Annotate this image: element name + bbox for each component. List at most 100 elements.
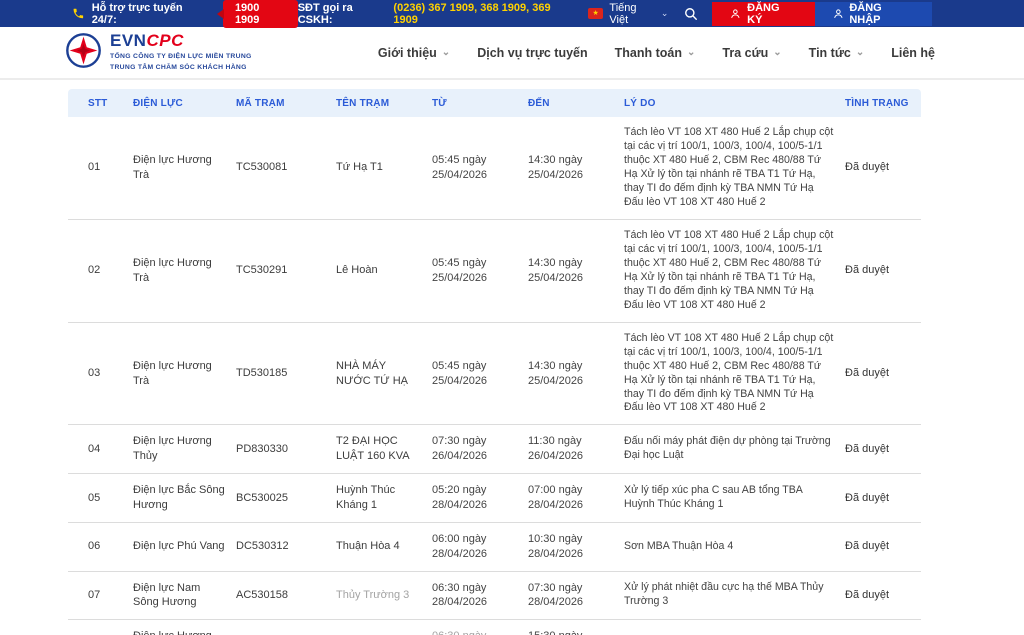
cell-reason: Xử lý phát nhiệt đầu cực hạ thế MBA Thủy…	[624, 581, 824, 608]
cell-reason: Tách lèo VT 108 XT 480 Huế 2 Lắp chụp cộ…	[624, 126, 834, 208]
cell-stt: 04	[88, 442, 101, 455]
chevron-down-icon: ⌄	[773, 47, 782, 58]
column-header: TỪ	[432, 97, 447, 109]
cell-station-code: PD830330	[236, 442, 288, 455]
nav-item-label: Giới thiệu	[377, 45, 437, 60]
cell-station-code: BC530025	[236, 491, 288, 504]
cell-reason: Sơn MBA Thuận Hòa 4	[624, 539, 734, 552]
nav-item-label: Tin tức	[808, 45, 851, 60]
support-label: Hỗ trợ trực tuyến 24/7:	[91, 1, 183, 26]
cell-from-time: 05:45 ngày 25/04/2026	[432, 154, 488, 181]
cell-to-time: 14:30 ngày 25/04/2026	[528, 154, 584, 181]
column-header: TÊN TRẠM	[336, 97, 390, 109]
cell-to-time: 07:00 ngày 28/04/2026	[528, 484, 584, 511]
main-nav: Giới thiệu ⌄ Dịch vụ trực tuyến Thanh toán ⌄…	[378, 46, 935, 60]
table-row: 03 Điện lực Hương Trà TD530185 NHÀ MÁY N…	[68, 323, 921, 426]
cell-station-code: AC530158	[236, 588, 288, 601]
chevron-down-icon: ⌄	[687, 47, 696, 58]
nav-item-liên-hệ[interactable]: Liên hệ	[891, 46, 935, 60]
column-header: ĐẾN	[528, 97, 550, 109]
cell-station-name: Thủy Trường 3	[336, 588, 410, 601]
cell-station-name: Tứ Hạ T1	[336, 161, 383, 174]
cell-station-code: TC530291	[236, 264, 288, 277]
table-body: 01 Điện lực Hương Trà TC530081 Tứ Hạ T1 …	[68, 117, 921, 635]
column-header: MÃ TRẠM	[236, 97, 285, 109]
nav-item-thanh-toán[interactable]: Thanh toán ⌄	[615, 46, 696, 60]
table-row: 08 Điện lực Hương Thủy PC530100 Thủy Tha…	[68, 620, 921, 635]
chevron-down-icon: ⌄	[855, 47, 865, 58]
evncpc-logo[interactable]: EVNCPC TỔNG CÔNG TY ĐIỆN LỰC MIỀN TRUNG …	[65, 32, 252, 72]
cell-from-time: 06:00 ngày 28/04/2026	[432, 532, 488, 560]
chevron-down-icon: ⌄	[660, 8, 669, 18]
nav-item-tin-tức[interactable]: Tin tức ⌄	[809, 46, 865, 60]
login-button[interactable]: ĐĂNG NHẬP	[814, 1, 933, 26]
status-badge: Đã duyệt	[845, 264, 890, 277]
cell-station-name: NHÀ MÁY NƯỚC TỨ HẠ	[336, 359, 409, 387]
user-icon	[731, 9, 740, 19]
table-row: 06 Điện lực Phú Vang DC530312 Thuận Hòa …	[68, 523, 921, 572]
cell-station-name: Huỳnh Thúc Kháng 1	[336, 484, 396, 511]
cell-from-time: 07:30 ngày 26/04/2026	[432, 435, 488, 463]
company-name: TỔNG CÔNG TY ĐIỆN LỰC MIỀN TRUNG TRUNG T…	[110, 53, 252, 71]
nav-item-label: Liên hệ	[891, 45, 935, 60]
cell-station-name: T2 ĐẠI HỌC LUẬT 160 KVA	[336, 435, 410, 463]
status-badge: Đã duyệt	[845, 367, 890, 380]
user-icon	[833, 9, 843, 19]
topbar: Hỗ trợ trực tuyến 24/7: 1900 1909 SĐT gọ…	[0, 0, 1024, 28]
cell-reason: Tách lèo VT 108 XT 480 Huế 2 Lắp chụp cộ…	[624, 331, 834, 414]
phone-icon	[73, 8, 84, 19]
outage-table: STT ĐIỆN LỰC MÃ TRẠM TÊN TRẠM TỪ ĐẾN LÝ DO TÌNH…	[68, 89, 921, 635]
cell-to-time: 07:30 ngày 28/04/2026	[528, 581, 584, 609]
nav-item-dịch-vụ-trực-tuyến[interactable]: Dịch vụ trực tuyến	[477, 46, 587, 60]
cell-station-code: DC530312	[236, 540, 289, 553]
status-badge: Đã duyệt	[845, 588, 890, 601]
login-label: ĐĂNG NHẬP	[849, 1, 882, 26]
register-label: ĐĂNG KÝ	[747, 1, 780, 26]
cell-stt: 05	[88, 491, 101, 504]
status-badge: Đã duyệt	[845, 161, 890, 174]
cell-reason: Tách lèo VT 108 XT 480 Huế 2 Lắp chụp cộ…	[624, 228, 834, 311]
column-header: STT	[88, 97, 108, 109]
nav-item-label: Tra cứu	[722, 45, 769, 60]
cell-station-code: PC530100	[236, 628, 336, 635]
cell-to-time: 14:30 ngày 25/04/2026	[528, 359, 584, 387]
chevron-down-icon: ⌄	[441, 47, 451, 58]
cell-from-time: 05:20 ngày 28/04/2026	[432, 484, 488, 511]
nav-item-label: Thanh toán	[614, 45, 683, 60]
cell-to-time: 10:30 ngày 28/04/2026	[528, 532, 584, 560]
cell-power-unit: Điện lực Hương Trà	[133, 154, 212, 181]
cell-reason: Xử lý tiếp xúc pha C sau AB tổng TBA Huỳ…	[624, 484, 803, 510]
cskh-label: SĐT gọi ra CSKH:	[297, 1, 353, 26]
column-header: LÝ DO	[624, 97, 656, 109]
register-button[interactable]: ĐĂNG KÝ	[712, 1, 815, 26]
table-row: 01 Điện lực Hương Trà TC530081 Tứ Hạ T1 …	[68, 117, 921, 220]
cell-power-unit: Điện lực Hương Trà	[133, 359, 212, 387]
language-selector[interactable]: Tiếng Việt ⌄	[609, 2, 668, 26]
cell-stt: 01	[88, 161, 101, 174]
status-badge: Đã duyệt	[845, 540, 890, 553]
nav-item-tra-cứu[interactable]: Tra cứu ⌄	[722, 46, 781, 60]
column-header: ĐIỆN LỰC	[133, 97, 183, 109]
cell-stt: 08	[88, 628, 133, 635]
cell-to-time: 15:30 ngày 28/04/2026	[528, 620, 624, 635]
vietnam-flag-icon: ★	[587, 8, 604, 19]
table-row: 02 Điện lực Hương Trà TC530291 Lê Hoàn 0…	[68, 220, 921, 323]
cell-stt: 06	[88, 540, 101, 553]
status-badge: Đã duyệt	[845, 442, 890, 455]
site-header: EVNCPC TỔNG CÔNG TY ĐIỆN LỰC MIỀN TRUNG …	[0, 27, 1024, 80]
column-header: TÌNH TRẠNG	[845, 97, 909, 109]
evncpc-logo-icon	[66, 33, 101, 69]
table-row: 04 Điện lực Hương Thủy PD830330 T2 ĐẠI H…	[68, 425, 921, 475]
hotline-badge[interactable]: 1900 1909	[222, 0, 298, 28]
language-label: Tiếng Việt	[609, 1, 637, 26]
cell-power-unit: Điện lực Hương Thủy	[133, 435, 212, 463]
cell-power-unit: Điện lực Hương Thủy	[133, 620, 236, 635]
cell-reason: Đấu nối máy phát điện dự phòng tại Trườn…	[624, 435, 831, 462]
table-header-row: STT ĐIỆN LỰC MÃ TRẠM TÊN TRẠM TỪ ĐẾN LÝ DO TÌNH…	[68, 89, 921, 117]
search-button[interactable]	[684, 7, 698, 21]
cell-station-name: Thủy Thanh 2	[336, 628, 432, 635]
cell-from-time: 05:45 ngày 25/04/2026	[432, 256, 488, 284]
nav-item-giới-thiệu[interactable]: Giới thiệu ⌄	[378, 46, 450, 60]
cell-stt: 07	[88, 588, 101, 601]
cell-power-unit: Điện lực Nam Sông Hương	[133, 581, 201, 609]
